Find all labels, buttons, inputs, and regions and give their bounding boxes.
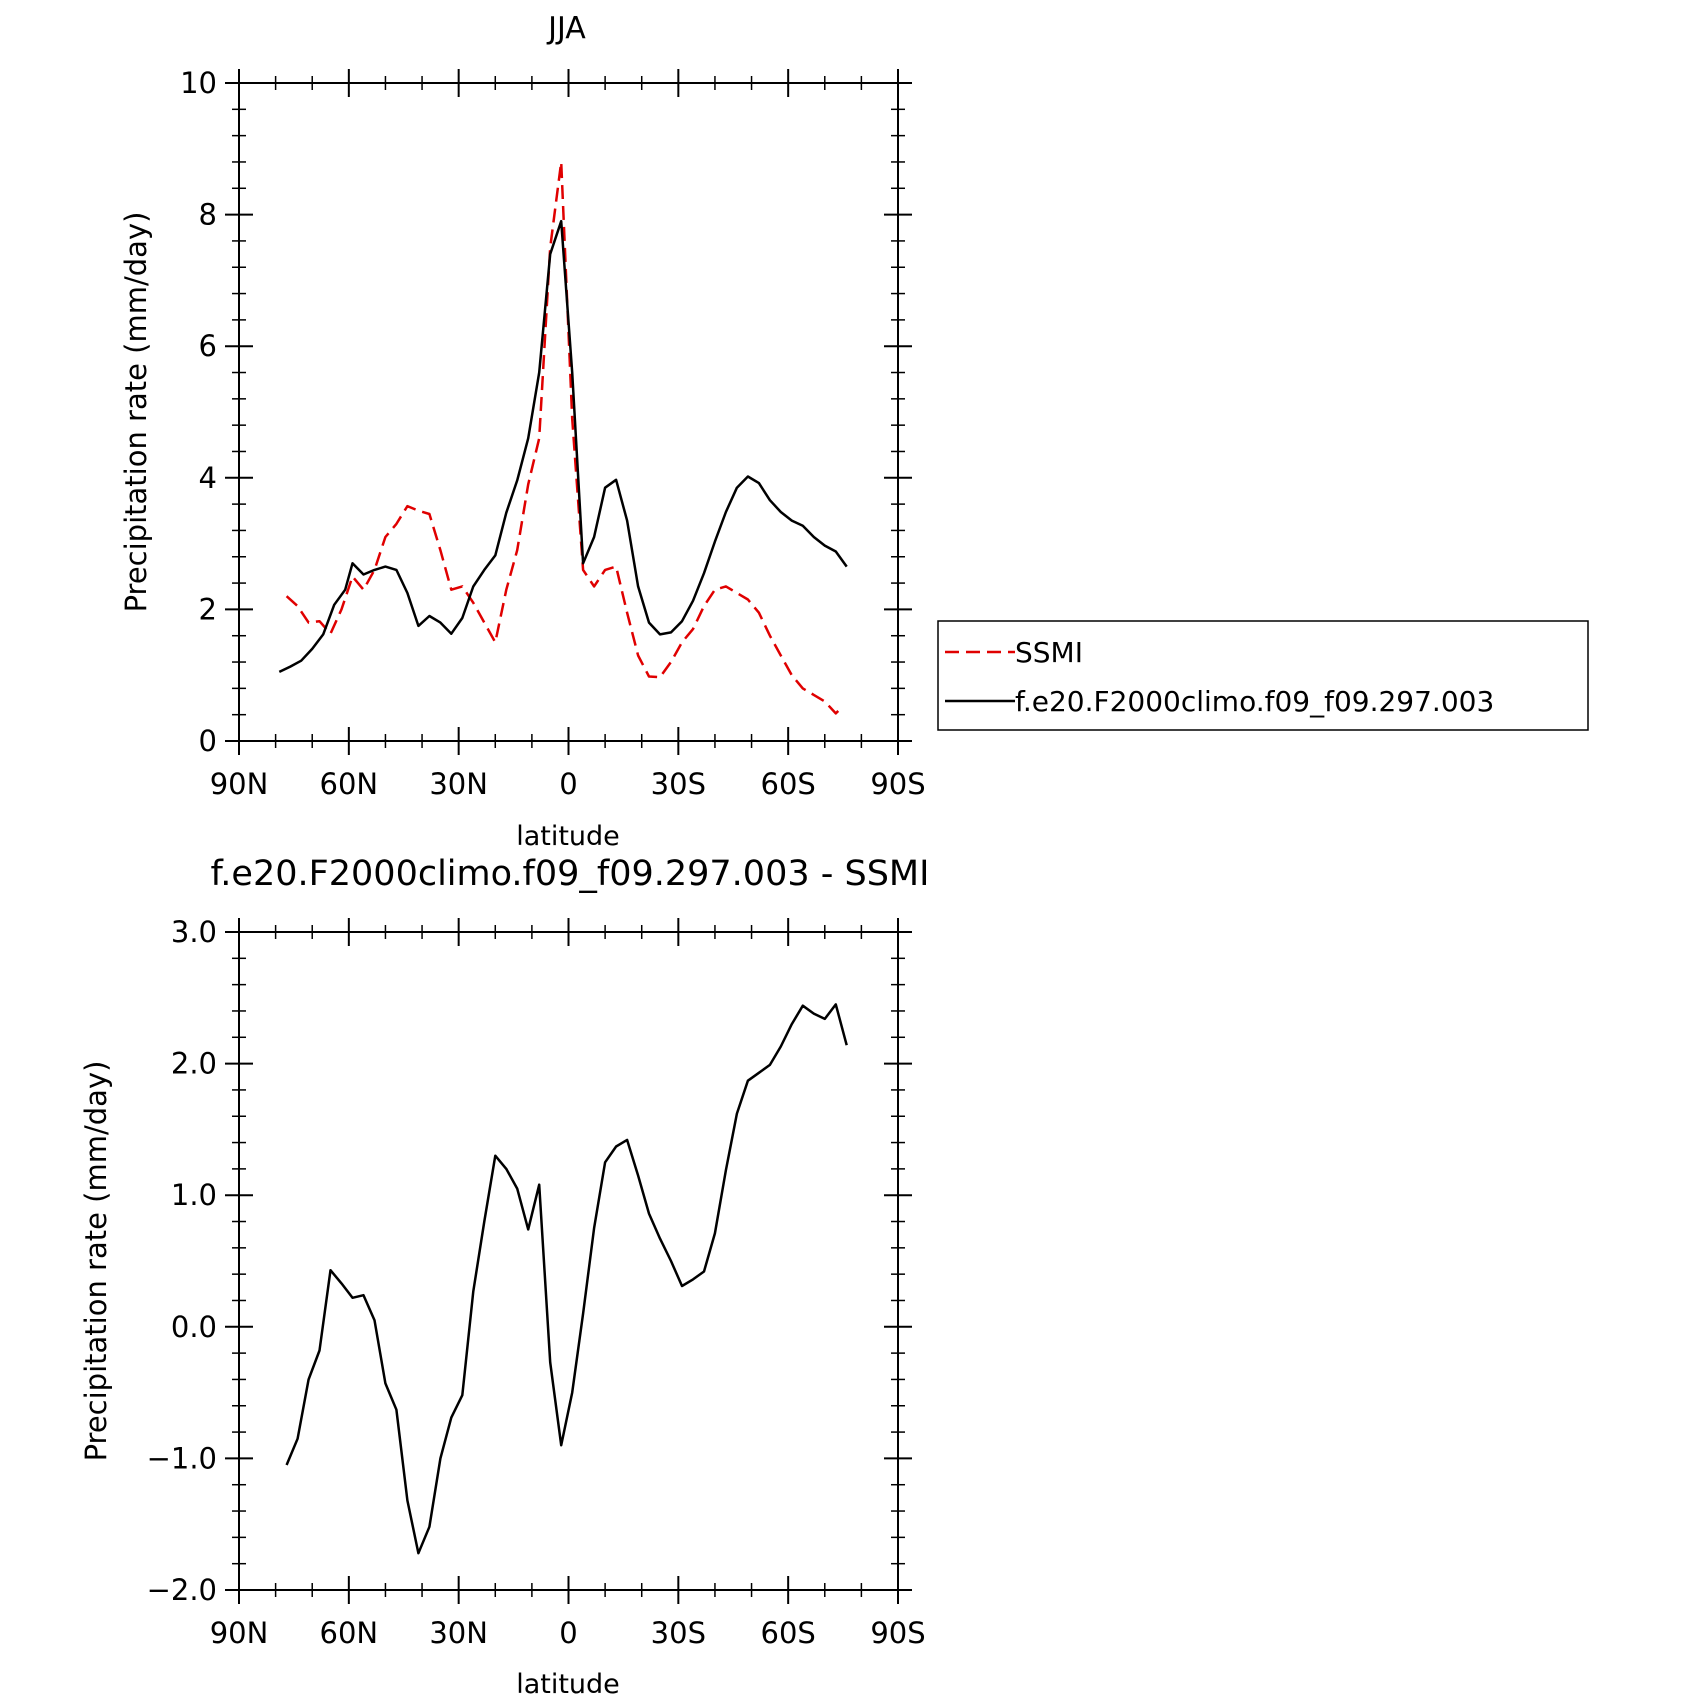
chart-top-y-tick-label: 0 bbox=[199, 724, 217, 758]
chart-top-y-tick-label: 10 bbox=[180, 66, 217, 100]
chart-bottom-plot-frame bbox=[238, 931, 899, 1591]
chart-bottom-x-tick-label: 90N bbox=[210, 1616, 269, 1650]
chart-bottom-y-tick-label: 2.0 bbox=[171, 1047, 217, 1081]
chart-top-x-tick-label: 90N bbox=[210, 767, 269, 801]
chart-bottom-y-tick-label: 1.0 bbox=[171, 1178, 217, 1212]
chart-top-x-tick-label: 60N bbox=[320, 767, 379, 801]
chart-bottom-x-tick-label: 30S bbox=[651, 1616, 706, 1650]
legend-label-ssmi: SSMI bbox=[1015, 636, 1083, 669]
chart-bottom-y-axis-label: Precipitation rate (mm/day) bbox=[79, 1061, 113, 1462]
chart-top-x-tick-label: 30S bbox=[651, 767, 706, 801]
chart-bottom-y-tick-label: −1.0 bbox=[147, 1441, 217, 1475]
chart-top-y-tick-label: 8 bbox=[199, 198, 217, 232]
chart-top-x-tick-label: 30N bbox=[429, 767, 488, 801]
chart-bottom-x-axis-label: latitude bbox=[516, 1669, 620, 1694]
chart-top: JJA 0 2 4 6 8 10 90N 60N 30N 0 30S 60S 90S latitude… bbox=[119, 11, 1589, 852]
chart-top-y-tick-label: 6 bbox=[199, 329, 217, 363]
chart-bottom-title: f.e20.F2000climo.f09_f09.297.003 - SSMI bbox=[211, 854, 930, 894]
chart-bottom-series-line-difference bbox=[285, 1003, 848, 1555]
chart-bottom-y-tick-label: 0.0 bbox=[171, 1310, 217, 1344]
chart-top-x-tick-label: 60S bbox=[761, 767, 816, 801]
legend-label-model: f.e20.F2000climo.f09_f09.297.003 bbox=[1015, 685, 1494, 718]
chart-bottom-x-tick-label: 60N bbox=[320, 1616, 379, 1650]
chart-top-series bbox=[278, 160, 848, 715]
chart-top-title: JJA bbox=[546, 11, 586, 46]
chart-top-x-tick-label: 0 bbox=[559, 767, 577, 801]
chart-bottom-x-tick-label: 30N bbox=[429, 1616, 488, 1650]
chart-bottom: f.e20.F2000climo.f09_f09.297.003 - SSMI … bbox=[79, 854, 929, 1694]
chart-bottom-x-tick-label: 60S bbox=[761, 1616, 816, 1650]
chart-bottom-x-tick-label: 90S bbox=[870, 1616, 925, 1650]
legend-frame bbox=[937, 620, 1589, 731]
chart-bottom-x-tick-label: 0 bbox=[559, 1616, 577, 1650]
chart-top-x-tick-label: 90S bbox=[870, 767, 925, 801]
chart-top-y-tick-label: 2 bbox=[199, 592, 217, 626]
chart-top-legend: SSMI f.e20.F2000climo.f09_f09.297.003 bbox=[937, 620, 1589, 731]
chart-bottom-series bbox=[285, 1003, 848, 1555]
chart-bottom-y-tick-label: 3.0 bbox=[171, 915, 217, 949]
chart-top-x-axis-label: latitude bbox=[516, 821, 620, 852]
chart-top-plot-frame bbox=[238, 82, 899, 742]
chart-bottom-y-ticks: −2.0 −1.0 0.0 1.0 2.0 3.0 bbox=[147, 915, 912, 1607]
chart-bottom-y-tick-label: −2.0 bbox=[147, 1573, 217, 1607]
chart-top-y-axis-label: Precipitation rate (mm/day) bbox=[119, 212, 153, 613]
chart-top-series-line-model bbox=[278, 219, 848, 674]
chart-top-y-tick-label: 4 bbox=[199, 461, 217, 495]
